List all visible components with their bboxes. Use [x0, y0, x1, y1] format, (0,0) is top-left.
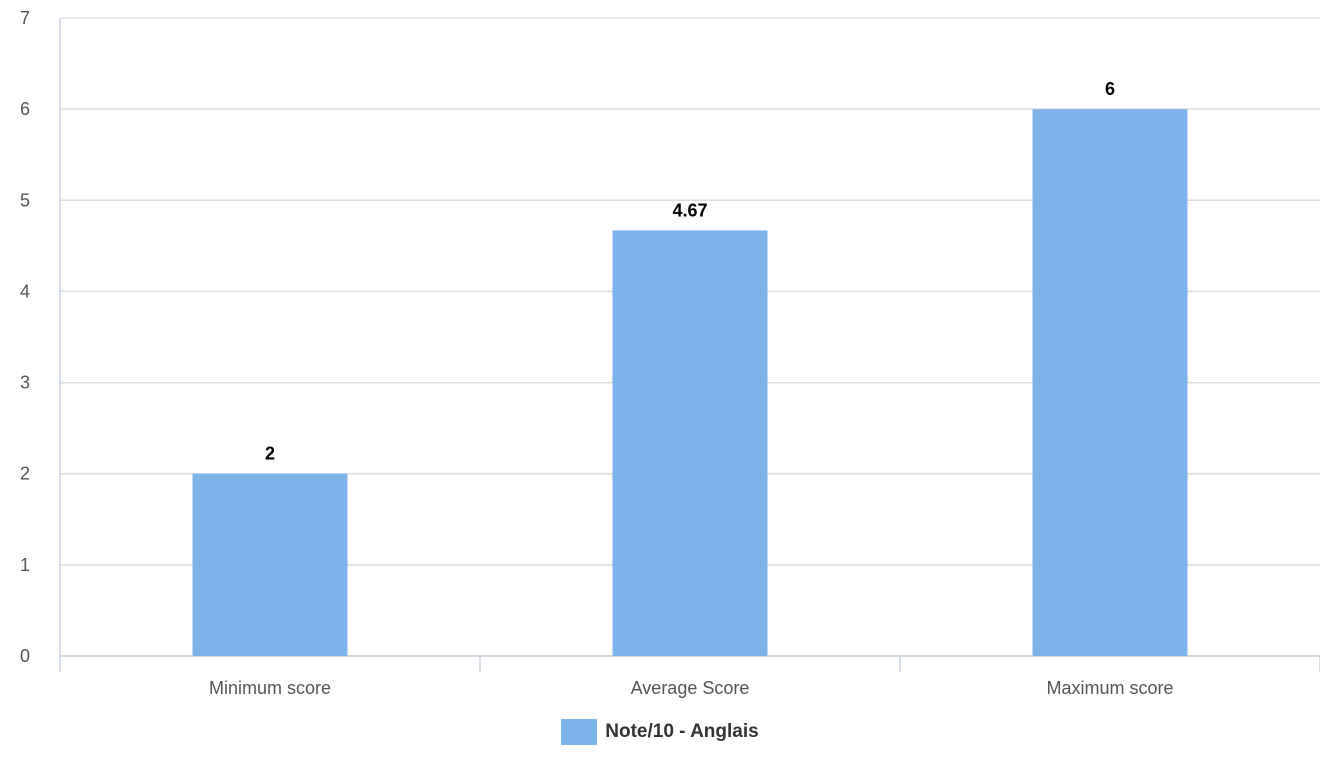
y-tick-label: 6	[20, 99, 30, 119]
legend-label: Note/10 - Anglais	[605, 721, 759, 742]
y-tick-label: 1	[20, 555, 30, 575]
data-label: 6	[1105, 79, 1115, 99]
y-tick-label: 2	[20, 464, 30, 484]
y-tick-label: 7	[20, 8, 30, 28]
bar-chart: 0 1 2 3 4 5 6 7 2 Minimum score 4.67 Average Score 6…	[20, 8, 1320, 698]
data-label: 2	[265, 444, 275, 464]
y-tick-label: 5	[20, 190, 30, 210]
legend[interactable]: Note/10 - Anglais	[0, 719, 1320, 745]
y-tick-label: 4	[20, 281, 30, 301]
legend-swatch	[561, 719, 598, 745]
x-category-label: Maximum score	[1046, 678, 1173, 698]
data-label: 4.67	[672, 200, 707, 220]
x-category-label: Average Score	[631, 678, 750, 698]
x-category-label: Minimum score	[209, 678, 331, 698]
bar	[612, 230, 768, 656]
bar	[1032, 109, 1188, 656]
y-tick-label: 3	[20, 373, 30, 393]
y-tick-label: 0	[20, 646, 30, 666]
bar	[192, 473, 348, 656]
